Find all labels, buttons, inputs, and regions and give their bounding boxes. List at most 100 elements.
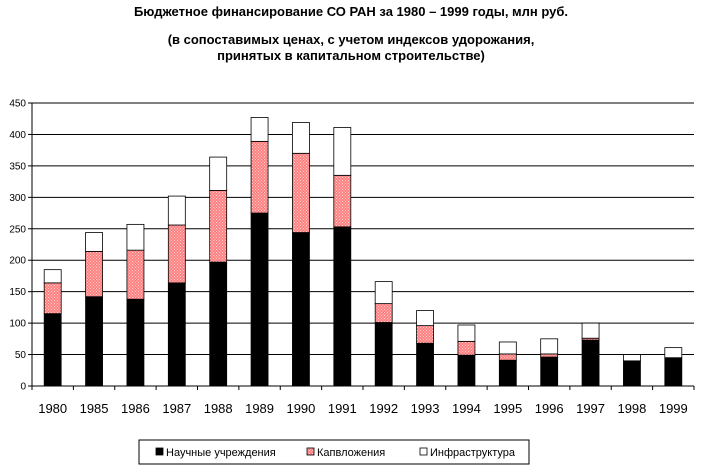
bar-segment: [498, 359, 517, 387]
bar-segment: [374, 303, 393, 323]
y-tick-label: 0: [20, 382, 26, 393]
bar-segment: [250, 212, 269, 387]
legend: Научные учреждения Капвложения Инфраструкт…: [138, 439, 530, 465]
y-tick-label: 350: [9, 161, 26, 172]
legend-label: Научные учреждения: [166, 447, 276, 459]
bar-segment: [85, 232, 103, 252]
x-tick-label: 1986: [121, 401, 150, 416]
x-tick-label: 1995: [493, 401, 522, 416]
bars: [43, 117, 683, 387]
bar-segment: [457, 324, 476, 342]
bar-segment: [209, 261, 228, 387]
bar-group-1996: [540, 338, 559, 387]
bar-segment: [540, 356, 559, 387]
legend-label: Капвложения: [317, 447, 385, 459]
bar-group-1986: [126, 223, 145, 387]
bar-segment: [457, 354, 476, 387]
bar-segment: [540, 338, 559, 355]
bar-group-1990: [292, 122, 310, 387]
chart-subtitle-line-2: принятых в капитальном строительстве): [217, 48, 485, 63]
bar-group-1980: [43, 269, 62, 387]
bar-segment: [333, 226, 352, 387]
bar-segment: [85, 251, 103, 298]
bar-group-1988: [209, 156, 228, 387]
bar-segment: [292, 232, 310, 387]
bar-segment: [581, 322, 600, 339]
x-tick-label: 1990: [286, 401, 315, 416]
bar-group-1991: [333, 127, 352, 387]
legend-swatch: [155, 447, 164, 456]
bar-segment: [333, 127, 352, 176]
legend-box: [138, 439, 530, 465]
y-tick-label: 150: [9, 287, 26, 298]
bar-segment: [416, 310, 434, 327]
chart-title: Бюджетное финансирование СО РАН за 1980 …: [133, 4, 569, 19]
bar-segment: [623, 354, 641, 362]
bar-segment: [498, 341, 517, 355]
bar-group-1999: [664, 347, 683, 387]
x-tick-label: 1998: [617, 401, 646, 416]
bar-segment: [167, 282, 186, 387]
bar-segment: [167, 224, 186, 284]
y-tick-label: 450: [9, 99, 26, 110]
bar-segment: [250, 140, 269, 214]
x-tick-label: 1993: [411, 401, 440, 416]
bar-segment: [457, 340, 476, 356]
bar-group-1992: [374, 281, 393, 387]
bar-segment: [250, 117, 269, 142]
bar-group-1993: [416, 310, 434, 387]
bar-segment: [167, 195, 186, 226]
bar-segment: [85, 296, 103, 387]
bar-group-1997: [581, 322, 600, 387]
x-tick-label: 1991: [328, 401, 357, 416]
bar-segment: [126, 298, 145, 387]
y-tick-label: 100: [9, 319, 26, 330]
bar-segment: [126, 223, 145, 251]
legend-swatch: [419, 447, 428, 456]
bar-group-1995: [498, 341, 517, 387]
x-tick-label: 1992: [369, 401, 398, 416]
legend-swatch: [306, 447, 315, 456]
x-tick-label: 1988: [204, 401, 233, 416]
bar-segment: [540, 353, 559, 358]
x-tick-label: 1985: [80, 401, 109, 416]
bar-group-1987: [167, 195, 186, 387]
bar-segment: [581, 339, 600, 387]
bar-segment: [333, 174, 352, 228]
bar-segment: [416, 342, 434, 387]
y-tick-label: 300: [9, 193, 26, 204]
bar-segment: [43, 282, 62, 315]
bar-segment: [498, 353, 517, 361]
chart-subtitle-line-1: (в сопоставимых ценах, с учетом индексов…: [167, 32, 535, 47]
bar-segment: [292, 122, 310, 154]
bar-segment: [664, 357, 683, 387]
y-axis-ticks: 0 50 100 150 200 250 300 350 400 450: [9, 99, 32, 393]
x-tick-label: 1997: [576, 401, 605, 416]
x-tick-label: 1994: [452, 401, 481, 416]
y-tick-label: 400: [9, 130, 26, 141]
bar-group-1985: [85, 232, 103, 387]
x-axis-ticks: 1980 1985 1986 1987 1988 1989 1990 1991 1992 1993…: [31, 386, 695, 416]
bar-segment: [374, 322, 393, 387]
bar-group-1994: [457, 324, 476, 387]
bar-segment: [126, 249, 145, 300]
bar-segment: [416, 325, 434, 344]
bar-segment: [43, 313, 62, 387]
y-tick-label: 50: [15, 350, 27, 361]
bar-group-1998: [623, 354, 641, 387]
bar-segment: [43, 269, 62, 284]
x-tick-label: 1987: [162, 401, 191, 416]
x-tick-label: 1989: [245, 401, 274, 416]
x-tick-label: 1999: [659, 401, 688, 416]
y-tick-label: 200: [9, 256, 26, 267]
bar-segment: [374, 281, 393, 305]
bar-segment: [664, 347, 683, 359]
y-tick-label: 250: [9, 224, 26, 235]
bar-segment: [209, 190, 228, 263]
x-tick-label: 1980: [38, 401, 67, 416]
bar-segment: [623, 360, 641, 387]
bar-group-1989: [250, 117, 269, 387]
bar-segment: [292, 152, 310, 233]
bar-segment: [209, 156, 228, 191]
